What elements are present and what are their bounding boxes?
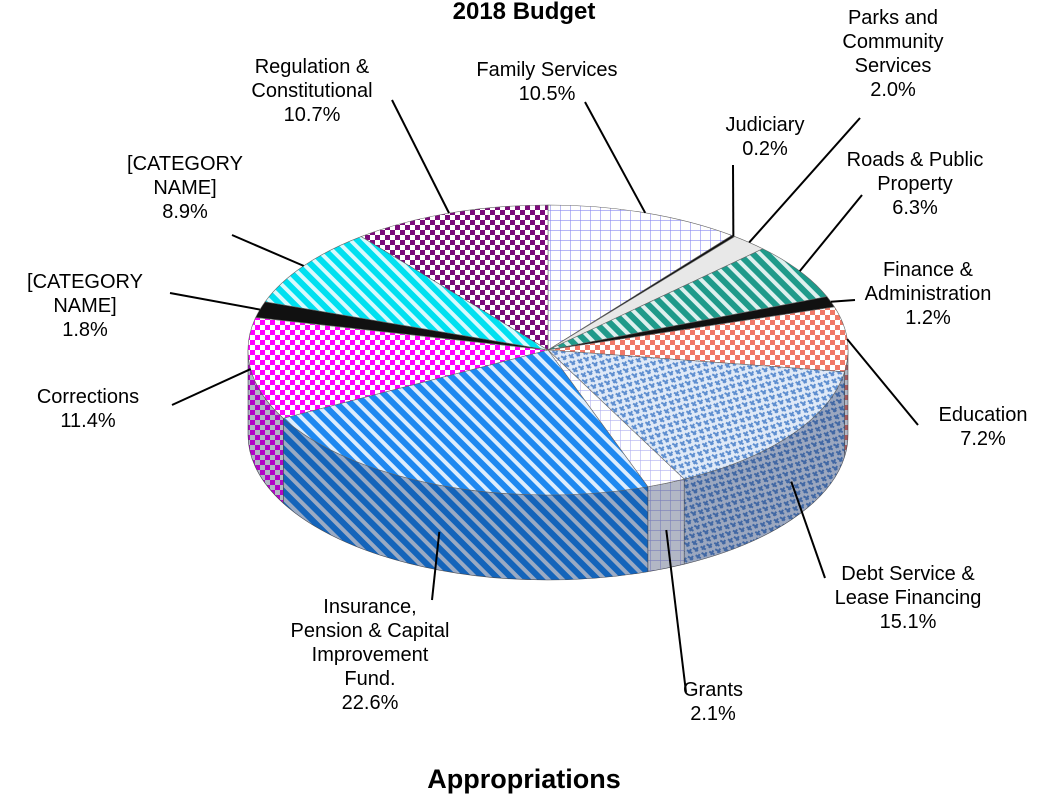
value-label: 6.3%	[892, 197, 938, 219]
slice-label: Debt Service & Lease Financing 15.1%	[818, 562, 998, 634]
category-label: Regulation & Constitutional	[251, 56, 373, 102]
leader-line	[169, 292, 261, 311]
slice-label: Parks and Community Services 2.0%	[833, 6, 953, 102]
leader-line	[748, 117, 861, 244]
value-label: 10.5%	[518, 83, 576, 105]
category-label: Finance & Administration	[864, 259, 992, 305]
leader-line	[391, 99, 450, 214]
category-label: Parks and Community Services	[842, 7, 944, 77]
slice-label: [CATEGORY NAME] 8.9%	[115, 152, 255, 224]
chart-subtitle: Appropriations	[427, 764, 621, 794]
category-label: Judiciary	[725, 114, 805, 136]
slice-side-shade	[844, 350, 849, 457]
value-label: 11.4%	[60, 410, 116, 432]
category-label: Debt Service & Lease Financing	[834, 563, 982, 609]
slice-side-shade	[647, 479, 685, 572]
slice-label: Regulation & Constitutional 10.7%	[237, 55, 387, 127]
leader-line	[846, 338, 919, 426]
category-label: [CATEGORY NAME]	[127, 153, 243, 199]
value-label: 2.0%	[870, 79, 916, 101]
slice	[282, 349, 649, 496]
slice-label: Roads & Public Property 6.3%	[840, 148, 990, 220]
slice-side-shade	[248, 350, 284, 504]
chart-title: 2018 Budget	[452, 0, 596, 25]
leader-line	[830, 299, 856, 303]
slice-label: [CATEGORY NAME] 1.8%	[5, 270, 165, 342]
slice-label: Grants 2.1%	[663, 678, 763, 726]
slice	[360, 204, 549, 351]
value-label: 8.9%	[162, 201, 208, 223]
category-label: Corrections	[36, 386, 140, 408]
value-label: 1.2%	[905, 307, 951, 329]
slice-side-shade	[684, 371, 845, 565]
value-label: 0.2%	[742, 138, 788, 160]
leader-line	[171, 368, 252, 406]
value-label: 22.6%	[341, 692, 399, 714]
leader-line	[790, 481, 826, 579]
slice-label: Finance & Administration 1.2%	[853, 258, 1003, 330]
value-label: 15.1%	[879, 611, 937, 633]
slice-label: Corrections 11.4%	[8, 385, 168, 433]
slice-side-shade	[283, 418, 648, 580]
category-label: Grants	[682, 679, 744, 701]
slice-label: Education 7.2%	[918, 403, 1048, 451]
slice	[247, 317, 549, 419]
slice	[547, 204, 733, 351]
leader-line	[798, 194, 863, 272]
leader-line	[431, 531, 441, 601]
slice	[264, 236, 549, 351]
slice-label: Judiciary 0.2%	[705, 113, 825, 161]
slice-label: Family Services 10.5%	[437, 58, 657, 106]
category-label: Roads & Public Property	[846, 149, 984, 195]
slice	[547, 349, 845, 480]
slice-label: Insurance, Pension & Capital Improvement…	[285, 595, 455, 715]
slice	[547, 248, 828, 351]
value-label: 7.2%	[960, 428, 1006, 450]
category-label: Family Services	[476, 59, 618, 81]
value-label: 2.1%	[690, 703, 736, 725]
leader-line	[665, 529, 687, 693]
category-label: Insurance, Pension & Capital Improvement…	[290, 596, 450, 690]
leader-line	[231, 234, 305, 267]
value-label: 10.7%	[283, 104, 341, 126]
leader-line	[584, 101, 647, 214]
category-label: Education	[938, 404, 1028, 426]
value-label: 1.8%	[62, 319, 108, 341]
category-label: [CATEGORY NAME]	[27, 271, 143, 317]
